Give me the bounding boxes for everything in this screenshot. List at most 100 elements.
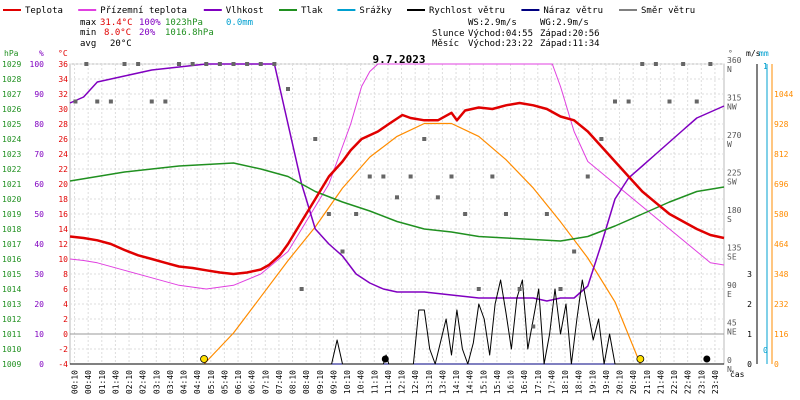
hpa-tick-label: 1026 — [2, 105, 21, 114]
hpa-tick-label: 1022 — [2, 165, 21, 174]
pressure-line — [69, 162, 725, 242]
stats-avg-label: avg — [80, 39, 96, 49]
x-tick-label: 19:40 — [602, 370, 611, 394]
hpa-tick-label: 1018 — [2, 225, 21, 234]
wind-direction-point — [694, 99, 699, 104]
wind-direction-point — [613, 99, 617, 104]
dir-tick-name: W — [727, 140, 732, 149]
wind-direction-point — [217, 62, 222, 66]
x-tick-label: 13:40 — [438, 370, 447, 394]
stats-avg-temp: 20°C — [110, 39, 132, 49]
temp-tick-label: -2 — [58, 345, 68, 354]
x-tick-label: 08:40 — [302, 370, 311, 394]
wind-direction-point — [531, 324, 536, 329]
temp-tick-label: 28 — [58, 120, 68, 129]
dir-tick-degree: 225 — [727, 169, 742, 178]
series-layer — [69, 62, 725, 365]
stats-max-temp: 31.4°C — [100, 18, 133, 28]
wind-direction-point — [681, 62, 686, 66]
solar-tick-label: 0 — [774, 360, 779, 369]
x-tick-label: 11:40 — [384, 370, 393, 394]
wind-direction-point — [84, 62, 89, 66]
mm-tick-label: 0 — [763, 346, 768, 355]
x-tick-label: 19:10 — [588, 370, 597, 394]
x-tick-label: 09:40 — [329, 370, 338, 394]
x-tick-label: 16:40 — [520, 370, 529, 394]
wind-direction-point — [572, 249, 577, 254]
wind-direction-point — [354, 212, 359, 216]
legend-label: Směr větru — [641, 6, 695, 16]
temp-tick-label: 22 — [58, 165, 68, 174]
x-tick-label: 03:40 — [166, 370, 175, 394]
mm-tick-label: 1 — [763, 62, 768, 71]
solar-radiation-line — [203, 122, 641, 365]
x-tick-label: 03:10 — [152, 370, 161, 394]
chart-date: 9.7.2023 — [373, 53, 426, 66]
x-tick-label: 17:40 — [547, 370, 556, 394]
wind-speed-line — [70, 279, 724, 365]
x-tick-label: 17:10 — [534, 370, 543, 394]
hpa-axis-title: hPa — [4, 49, 19, 58]
sun-label: Slunce — [432, 29, 465, 39]
x-tick-label: 20:10 — [616, 370, 625, 394]
dir-tick-name: SW — [727, 178, 737, 187]
dir-tick-name: SE — [727, 253, 737, 262]
stats-max-label: max — [80, 18, 97, 28]
moon-marker — [381, 355, 389, 363]
temp-tick-label: 20 — [58, 180, 68, 189]
x-tick-label: 00:40 — [84, 370, 93, 394]
plot-area — [69, 63, 725, 365]
x-tick-label: 22:10 — [670, 370, 679, 394]
wind-direction-point — [231, 62, 236, 66]
solar-tick-label: 464 — [774, 240, 789, 249]
x-tick-label: 13:10 — [425, 370, 434, 394]
dir-tick-name: N — [727, 65, 732, 74]
temp-tick-label: 24 — [58, 150, 68, 159]
wind-direction-point — [517, 287, 522, 291]
temp-tick-label: 36 — [58, 60, 68, 69]
x-tick-label: 09:10 — [316, 370, 325, 394]
dir-tick-degree: 360 — [727, 56, 742, 65]
x-axis-title: čas — [730, 369, 745, 379]
dir-tick-degree: 270 — [727, 131, 742, 140]
humidity-line — [69, 63, 725, 302]
x-tick-label: 00:10 — [71, 370, 80, 394]
pct-tick-label: 10 — [34, 330, 44, 339]
wind-direction-point — [286, 87, 290, 91]
hpa-tick-label: 1027 — [2, 90, 21, 99]
mm-axis-title: mm — [759, 49, 769, 58]
hpa-tick-label: 1028 — [2, 75, 21, 84]
sun-marker — [200, 355, 208, 363]
dir-tick-name: E — [727, 290, 732, 299]
dir-tick-degree: 135 — [727, 244, 742, 253]
moon-rise: Východ:23:22 — [468, 39, 533, 49]
ms-tick-label: 3 — [747, 270, 752, 279]
x-tick-label: 07:40 — [275, 370, 284, 394]
wind-direction-point — [435, 195, 440, 200]
hpa-tick-label: 1029 — [2, 60, 21, 69]
hpa-tick-label: 1017 — [2, 240, 21, 249]
wind-direction-point — [449, 174, 454, 179]
x-tick-label: 01:40 — [111, 370, 120, 394]
wind-direction-point — [367, 174, 372, 179]
ms-tick-label: 1 — [747, 330, 752, 339]
stats-max-hum: 100% — [139, 18, 161, 28]
dir-tick-name: NE — [727, 328, 737, 337]
x-tick-label: 02:40 — [139, 370, 148, 394]
x-tick-label: 02:10 — [125, 370, 134, 394]
wind-direction-point — [190, 62, 195, 66]
temp-tick-label: 30 — [58, 105, 68, 114]
legend-label: Vlhkost — [226, 6, 264, 16]
solar-tick-label: 812 — [774, 150, 789, 159]
x-tick-label: 12:40 — [411, 370, 420, 394]
wind-direction-point — [408, 174, 413, 179]
x-tick-label: 07:10 — [261, 370, 270, 394]
legend-label: Teplota — [25, 6, 63, 16]
wind-direction-point — [326, 212, 331, 216]
hpa-tick-label: 1020 — [2, 195, 21, 204]
x-tick-label: 16:10 — [507, 370, 516, 394]
dir-tick-degree: 0 — [727, 356, 732, 365]
temp-tick-label: 32 — [58, 90, 68, 99]
